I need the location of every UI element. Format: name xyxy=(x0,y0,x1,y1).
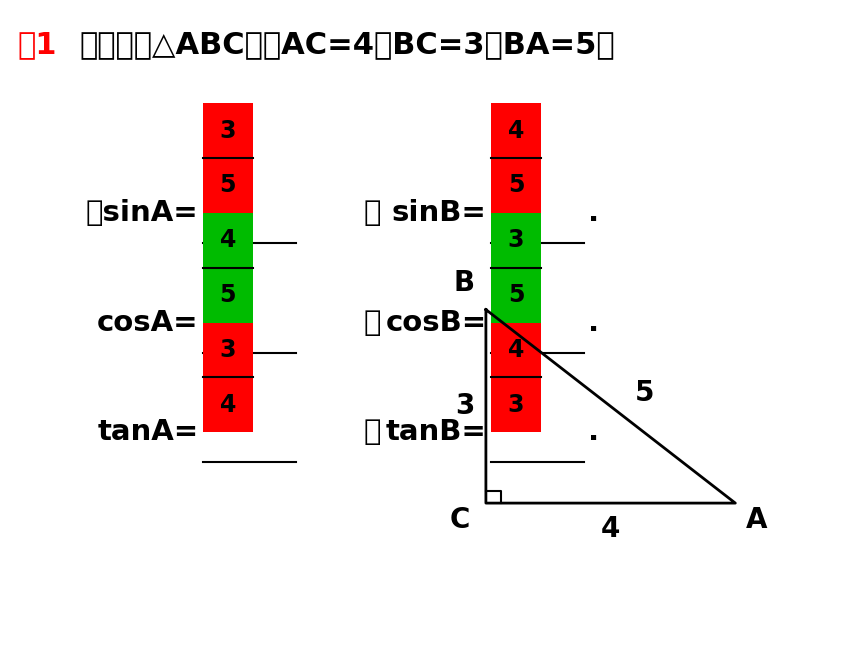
Text: 4: 4 xyxy=(507,119,525,143)
Text: A: A xyxy=(746,506,767,534)
Text: .: . xyxy=(588,199,599,227)
Text: cosA=: cosA= xyxy=(97,308,199,337)
Text: .: . xyxy=(588,308,599,337)
Text: tanB=: tanB= xyxy=(386,418,487,446)
Bar xyxy=(491,158,541,213)
Bar xyxy=(491,268,541,322)
Text: 例1: 例1 xyxy=(17,31,57,59)
Bar xyxy=(491,377,541,432)
Text: 3: 3 xyxy=(219,338,237,362)
Text: 5: 5 xyxy=(636,379,654,408)
Text: 4: 4 xyxy=(219,393,237,417)
Bar xyxy=(203,103,253,158)
Bar xyxy=(203,377,253,432)
Text: 3: 3 xyxy=(219,119,237,143)
Bar xyxy=(491,322,541,377)
Text: 5: 5 xyxy=(219,174,237,197)
Bar xyxy=(491,213,541,268)
Text: B: B xyxy=(454,269,475,297)
Text: ，: ， xyxy=(363,308,381,337)
Text: 则sinA=: 则sinA= xyxy=(86,199,199,227)
Bar xyxy=(203,268,253,322)
Text: C: C xyxy=(450,506,470,534)
Text: 5: 5 xyxy=(219,283,237,307)
Text: .: . xyxy=(588,418,599,446)
Text: tanA=: tanA= xyxy=(97,418,199,446)
Text: 5: 5 xyxy=(507,283,525,307)
Text: ：如图，△ABC中，AC=4，BC=3，BA=5，: ：如图，△ABC中，AC=4，BC=3，BA=5， xyxy=(79,31,615,59)
Text: ，: ， xyxy=(363,199,381,227)
Bar xyxy=(203,213,253,268)
Text: 4: 4 xyxy=(219,228,237,252)
Text: 3: 3 xyxy=(507,228,525,252)
Text: cosB=: cosB= xyxy=(385,308,487,337)
Bar xyxy=(203,322,253,377)
Bar xyxy=(491,103,541,158)
Text: 5: 5 xyxy=(507,174,525,197)
Text: ，: ， xyxy=(363,418,381,446)
Text: sinB=: sinB= xyxy=(392,199,487,227)
Bar xyxy=(203,158,253,213)
Text: 3: 3 xyxy=(507,393,525,417)
Text: 4: 4 xyxy=(601,515,620,543)
Text: 4: 4 xyxy=(507,338,525,362)
Text: 3: 3 xyxy=(455,392,474,421)
